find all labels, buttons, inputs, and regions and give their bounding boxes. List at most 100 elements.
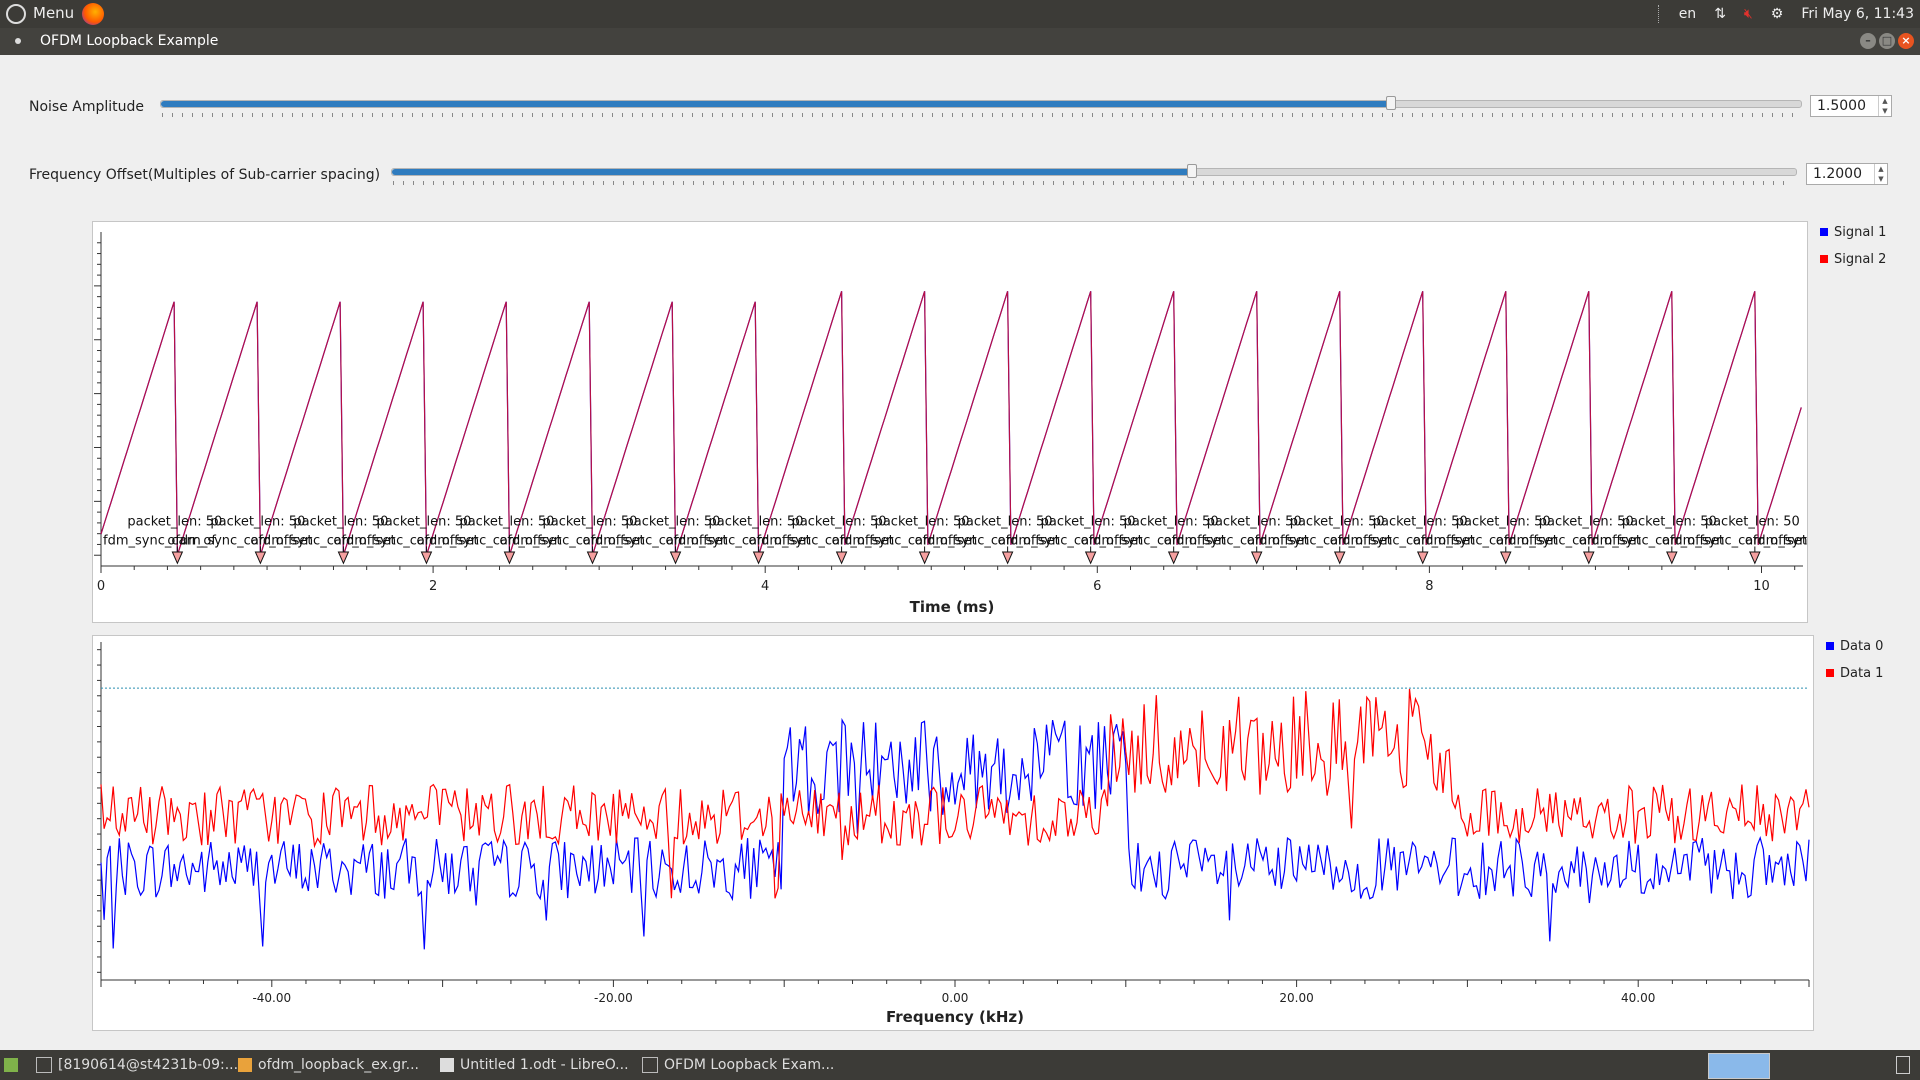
freq-plot-legend: Data 0 Data 1 [1826,639,1883,681]
window-menu-icon[interactable] [15,38,21,44]
x-tick-label: 2 [429,579,437,594]
tag-marker-arrow [1333,551,1346,565]
volume-muted-icon[interactable]: 🔇︎ [1743,6,1753,22]
trash-icon[interactable] [1896,1056,1910,1074]
time-domain-plot[interactable]: 024681001020304050 fdm_sync_carr_ofpacke… [69,221,1890,623]
taskbar-item-libreoffice[interactable]: Untitled 1.odt - LibreO... [440,1054,629,1076]
x-tick-label: 40.00 [1621,991,1655,1005]
tag-marker-arrow [1084,551,1097,565]
tag-label-sync: ofdm_sync_carr_offset [1496,533,1641,548]
x-tick-label: -40.00 [252,991,291,1005]
legend-swatch [1826,642,1834,650]
tag-marker-arrow [171,551,184,565]
tag-label-packet-len: packet_len: 50 [1456,515,1551,530]
taskbar-item-ofdm-window[interactable]: OFDM Loopback Exam... [642,1054,834,1076]
tag-label-sync: ofdm_sync_carr_offset [416,533,561,548]
tag-label-sync: ofdm_sync_carr_offset [1164,533,1309,548]
system-tray: en ⇅ 🔇︎ ⚙ Fri May 6, 11:43 [1657,0,1920,28]
document-icon [440,1058,454,1072]
tag-label-sync: ofdm_sync_carr_offset [915,533,1060,548]
show-desktop-icon[interactable] [4,1058,18,1072]
data-0-line [100,717,1810,950]
freq-spin-arrows-icon[interactable]: ▲ ▼ [1874,164,1887,184]
noise-slider-handle[interactable] [1386,96,1396,110]
x-tick-label: 0.00 [942,991,969,1005]
taskbar-item-label: [8190614@st4231b-09:... [58,1057,239,1073]
tag-label-sync: ofdm_sync_carr_offset [250,533,395,548]
tag-marker-arrow [669,551,682,565]
tag-marker-arrow [1167,551,1180,565]
legend-label: Signal 2 [1834,252,1887,267]
freq-slider-ticks [393,181,1793,185]
x-tick-label: 4 [761,579,769,594]
tag-marker-arrow [835,551,848,565]
noise-amplitude-slider[interactable] [160,96,1802,110]
tag-label-packet-len: packet_len: 50 [376,515,471,530]
system-top-panel: Menu en ⇅ 🔇︎ ⚙ Fri May 6, 11:43 [0,0,1920,28]
noise-spin-arrows-icon[interactable]: ▲ ▼ [1878,96,1891,116]
tag-label-sync: ofdm_sync_carr_offset [167,533,312,548]
frequency-offset-value[interactable]: 1.2000 [1813,166,1862,182]
tag-label-sync: ofdm_sync_carr_offset [499,533,644,548]
close-button[interactable]: × [1898,33,1914,49]
maximize-button[interactable]: □ [1879,33,1895,49]
tag-marker-arrow [1500,551,1512,565]
taskbar-item-terminal[interactable]: [8190614@st4231b-09:... [36,1054,238,1076]
tag-label-packet-len: packet_len: 50 [1124,515,1219,530]
grc-file-icon [238,1058,252,1072]
legend-label: Signal 1 [1834,225,1887,240]
taskbar-item-label: ofdm_loopback_ex.gr... [258,1057,420,1073]
window-titlebar[interactable]: OFDM Loopback Example – □ × [0,28,1920,55]
tag-label-packet-len: packet_len: 50 [875,515,970,530]
tag-marker-arrow [752,551,765,565]
x-tick-label: 10 [1753,579,1770,594]
tag-label-packet-len: packet_len: 50 [459,515,554,530]
tag-label-packet-len: packet_len: 50 [543,515,638,530]
tag-label-packet-len: packet_len: 50 [1705,515,1800,530]
legend-signal-2[interactable]: Signal 2 [1820,252,1886,267]
x-tick-label: 0 [97,579,105,594]
freq-slider-handle[interactable] [1187,164,1198,178]
taskbar-item-grc[interactable]: ofdm_loopback_ex.gr... [238,1054,419,1076]
menu-button[interactable]: Menu [33,4,75,22]
firefox-icon[interactable] [82,3,104,25]
tag-label-packet-len: packet_len: 50 [626,515,721,530]
clock[interactable]: Fri May 6, 11:43 [1801,6,1914,22]
noise-slider-ticks [162,113,1800,117]
settings-gear-icon[interactable]: ⚙ [1770,6,1784,22]
menu-icon[interactable] [6,4,26,24]
time-plot-series [100,291,1802,556]
noise-slider-fill [161,101,1391,107]
legend-swatch [1826,669,1834,677]
tag-label-packet-len: packet_len: 50 [958,515,1053,530]
tag-label-packet-len: packet_len: 50 [709,515,804,530]
frequency-offset-spinbox[interactable]: 1.2000 ▲ ▼ [1806,163,1888,185]
tag-marker-arrow [1749,551,1761,565]
workspace-switcher[interactable] [1708,1053,1770,1079]
tag-label-packet-len: packet_len: 50 [127,515,222,530]
noise-amplitude-spinbox[interactable]: 1.5000 ▲ ▼ [1810,95,1892,117]
minimize-button[interactable]: – [1860,33,1876,49]
legend-signal-1[interactable]: Signal 1 [1820,225,1886,240]
x-tick-label: 20.00 [1279,991,1313,1005]
tag-marker-arrow [918,551,931,565]
taskbar-item-label: OFDM Loopback Exam... [664,1057,835,1073]
tag-label-sync: ofdm_sync_carr_offset [749,533,894,548]
frequency-offset-slider[interactable] [391,164,1797,178]
tag-marker-arrow [1666,551,1678,565]
tag-marker-arrow [1583,551,1595,565]
bottom-taskbar: [8190614@st4231b-09:... ofdm_loopback_ex… [0,1050,1920,1080]
noise-amplitude-value[interactable]: 1.5000 [1817,98,1866,114]
tag-marker-arrow [503,551,516,565]
keyboard-layout-indicator[interactable]: en [1678,6,1697,22]
legend-data-0[interactable]: Data 0 [1826,639,1883,654]
legend-data-1[interactable]: Data 1 [1826,666,1883,681]
signal-2-line [100,291,1802,556]
time-plot-canvas[interactable]: 024681001020304050 fdm_sync_carr_ofpacke… [69,222,1890,622]
network-icon[interactable]: ⇅ [1714,6,1726,22]
freq-xlabel: Frequency (kHz) [886,1008,1024,1026]
main-content: Noise Amplitude 1.5000 ▲ ▼ Frequency Offs… [0,55,1920,1050]
